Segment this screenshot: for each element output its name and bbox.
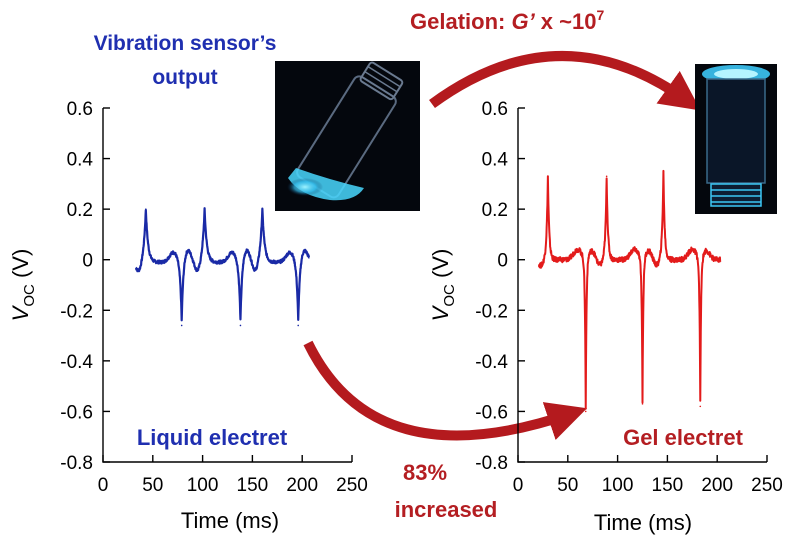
- left-x-axis-title: Time (ms): [181, 508, 279, 533]
- left-peak-point: [261, 208, 264, 210]
- right-xtick-label: 250: [751, 475, 783, 496]
- left-y-axis-title: VOC (V): [8, 249, 38, 322]
- right-xtick-label: 150: [652, 475, 684, 496]
- left-xtick-label: 250: [336, 475, 368, 496]
- right-ytick-label: -0.6: [475, 402, 508, 423]
- right-peak-point: [699, 405, 702, 408]
- left-ytick-label: 0.6: [67, 99, 93, 120]
- right-chart: 0.60.40.20-0.2-0.4-0.6-0.80 50 100 150 200 25…: [428, 99, 783, 535]
- right-xtick-label: 0: [513, 475, 524, 496]
- right-ytick-label: 0.4: [482, 150, 509, 171]
- gel-vial-photo: [695, 64, 777, 214]
- left-ytick-label: -0.2: [60, 301, 93, 322]
- gelation-var: G’: [511, 9, 535, 34]
- left-xtick-label: 200: [286, 475, 318, 496]
- right-ytick-label: 0.2: [482, 200, 508, 221]
- gelation-mid: x ~10: [535, 9, 597, 34]
- right-ylabel-main: V: [428, 304, 453, 321]
- right-ylabel-unit: (V): [428, 249, 453, 284]
- right-peak-point: [641, 403, 644, 405]
- right-peak-point: [547, 175, 549, 178]
- right-ytick-label: -0.4: [475, 352, 508, 373]
- increase-label-line1: 83%: [403, 460, 447, 485]
- gelation-prefix: Gelation:: [410, 9, 511, 34]
- gelation-arrow: [429, 51, 701, 111]
- increase-label-line2: increased: [395, 497, 498, 522]
- left-peak-point: [239, 324, 242, 327]
- left-xtick-label: 100: [187, 475, 219, 496]
- left-ytick-label: -0.8: [60, 453, 93, 474]
- left-series-line: [135, 207, 311, 322]
- right-peak-point: [662, 170, 665, 173]
- gelation-label: Gelation: G’ x ~107: [410, 7, 604, 34]
- left-peak-point: [297, 324, 300, 327]
- left-xtick-label: 150: [237, 475, 269, 496]
- left-peak-point: [180, 324, 183, 327]
- left-xtick-label: 0: [98, 475, 109, 496]
- left-peak-point: [203, 208, 206, 210]
- left-ytick-label: -0.6: [60, 402, 93, 423]
- left-ytick-label: 0.2: [67, 200, 93, 221]
- right-ytick-label: 0: [497, 251, 508, 272]
- right-ytick-label: -0.8: [475, 453, 508, 474]
- left-ylabel-sub: OC: [21, 284, 38, 307]
- right-ylabel-sub: OC: [441, 284, 458, 307]
- right-ytick-label: 0.6: [482, 99, 508, 120]
- right-peak-point: [584, 410, 587, 413]
- right-x-axis-title: Time (ms): [594, 510, 692, 535]
- right-xtick-label: 200: [701, 475, 733, 496]
- sensor-title-line2: output: [152, 66, 217, 89]
- right-inset-label: Gel electret: [623, 425, 744, 450]
- right-xtick-label: 50: [557, 475, 578, 496]
- increase-arrow: [303, 340, 588, 441]
- right-y-axis-title: VOC (V): [428, 249, 458, 322]
- right-series-line: [537, 169, 722, 410]
- gelation-exp: 7: [596, 7, 604, 23]
- left-ytick-label: 0: [82, 251, 93, 272]
- left-chart: 0.60.40.20-0.2-0.4-0.6-0.80 50 100 150 200 25…: [8, 99, 368, 533]
- left-ylabel-unit: (V): [8, 249, 33, 284]
- right-peak-point: [605, 175, 608, 178]
- right-xtick-label: 100: [602, 475, 634, 496]
- left-xtick-label: 50: [142, 475, 163, 496]
- left-ytick-label: 0.4: [67, 150, 94, 171]
- right-ytick-label: -0.2: [475, 301, 508, 322]
- left-ytick-label: -0.4: [60, 352, 93, 373]
- left-peak-point: [145, 208, 147, 210]
- sensor-title-line1: Vibration sensor’s: [94, 32, 277, 55]
- liquid-vial-photo: [275, 61, 420, 211]
- left-inset-label: Liquid electret: [137, 425, 288, 450]
- left-ylabel-main: V: [8, 304, 33, 321]
